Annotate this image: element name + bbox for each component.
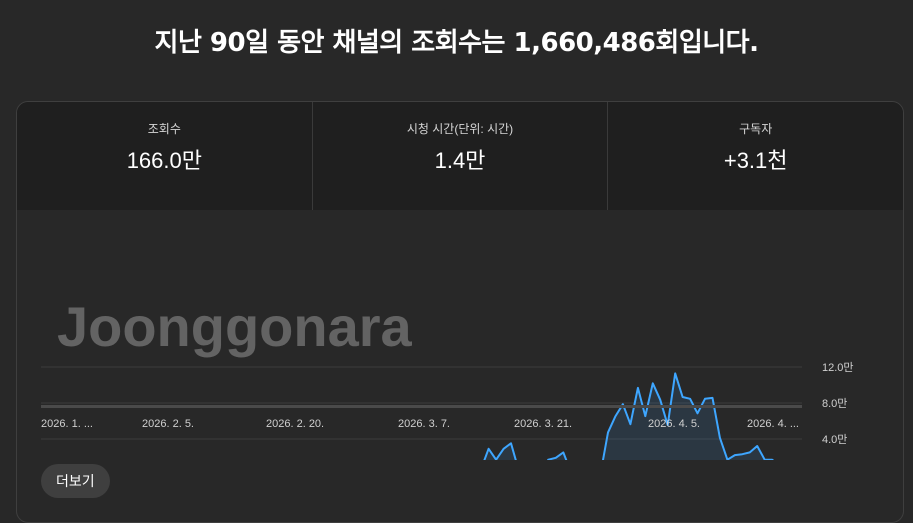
- metric-label: 조회수: [147, 122, 181, 136]
- metric-value: +3.1천: [723, 148, 788, 173]
- metric-watch-time-tab[interactable]: 시청 시간(단위: 시간) 1.4만: [312, 102, 609, 210]
- metric-subscribers-tab[interactable]: 구독자 +3.1천: [608, 102, 903, 210]
- analytics-card: 조회수 166.0만 시청 시간(단위: 시간) 1.4만 구독자 +3.1천 …: [16, 101, 904, 523]
- watermark-logo: Joonggonara: [57, 295, 413, 358]
- metric-views-tab[interactable]: 조회수 166.0만: [17, 102, 313, 210]
- y-tick-label: 4.0만: [822, 433, 847, 446]
- metric-label: 시청 시간(단위: 시간): [406, 122, 514, 136]
- views-chart-svg: 12.0만 8.0만 4.0만 0 3S233352523S2 Joonggon…: [41, 295, 854, 498]
- views-chart[interactable]: 12.0만 8.0만 4.0만 0 3S233352523S2 Joonggon…: [17, 210, 903, 498]
- page-headline: 지난 90일 동안 채널의 조회수는 1,660,486회입니다.: [154, 28, 759, 58]
- y-tick-label: 12.0만: [822, 361, 854, 374]
- metrics-row: 조회수 166.0만 시청 시간(단위: 시간) 1.4만 구독자 +3.1천: [17, 102, 903, 210]
- metric-value: 1.4만: [434, 148, 486, 173]
- y-tick-label: 8.0만: [822, 397, 847, 410]
- views-area: [41, 373, 802, 476]
- more-button[interactable]: 더보기: [41, 464, 110, 498]
- metric-label: 구독자: [739, 122, 773, 136]
- metric-value: 166.0만: [126, 148, 202, 173]
